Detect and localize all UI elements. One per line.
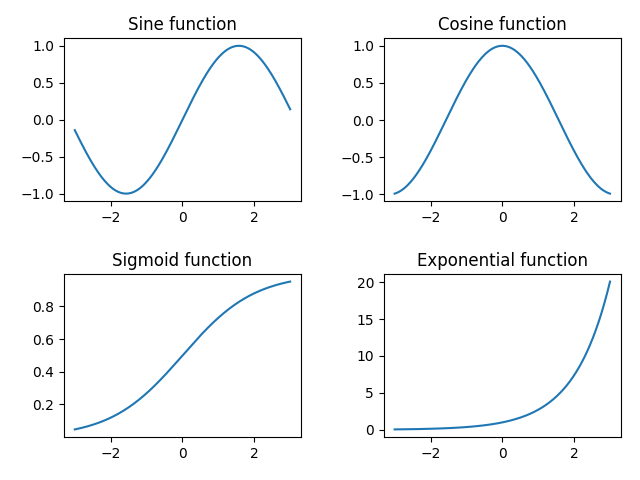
Title: Sine function: Sine function <box>128 16 237 34</box>
Title: Cosine function: Cosine function <box>438 16 566 34</box>
Title: Sigmoid function: Sigmoid function <box>113 252 253 270</box>
Title: Exponential function: Exponential function <box>417 252 588 270</box>
